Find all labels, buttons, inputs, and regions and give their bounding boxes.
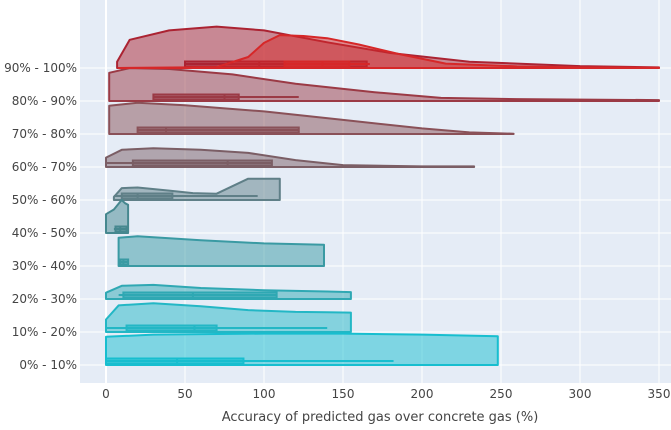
x-tick-label: 0 — [102, 387, 110, 401]
box-iqr — [283, 60, 351, 68]
box-iqr — [122, 291, 278, 299]
y-axis-ticks: 0% - 10% 10% - 20% 20% - 30% 30% - 40% 40% -… — [4, 61, 77, 372]
y-tick-label: 20% - 30% — [12, 292, 77, 306]
y-tick-label: 40% - 50% — [12, 226, 77, 240]
y-tick-label: 90% - 100% — [4, 61, 77, 75]
box-iqr — [125, 324, 218, 332]
x-tick-label: 100 — [253, 387, 276, 401]
y-tick-label: 0% - 10% — [19, 358, 77, 372]
y-tick-label: 70% - 80% — [12, 127, 77, 141]
violin-0-10-[interactable] — [105, 332, 499, 366]
box-iqr — [120, 192, 174, 200]
x-axis-title: Accuracy of predicted gas over concrete … — [222, 410, 539, 425]
x-tick-label: 150 — [332, 387, 355, 401]
x-tick-label: 250 — [490, 387, 513, 401]
y-tick-label: 60% - 70% — [12, 160, 77, 174]
y-tick-label: 80% - 90% — [12, 94, 77, 108]
x-axis-ticks: 0 50 100 150 200 250 300 350 — [102, 387, 670, 401]
x-tick-label: 50 — [177, 387, 192, 401]
box-iqr — [105, 357, 245, 365]
x-tick-label: 200 — [411, 387, 434, 401]
box-iqr — [152, 93, 240, 101]
y-tick-label: 50% - 60% — [12, 193, 77, 207]
y-tick-label: 10% - 20% — [12, 325, 77, 339]
violin-30-40-[interactable] — [117, 235, 325, 267]
violins — [105, 25, 660, 366]
violin-40-50-[interactable] — [105, 199, 130, 234]
x-tick-label: 350 — [648, 387, 671, 401]
x-tick-label: 300 — [569, 387, 592, 401]
box-iqr — [136, 126, 300, 134]
box-iqr — [131, 159, 273, 167]
violin-70-80-[interactable] — [108, 101, 515, 135]
y-tick-label: 30% - 40% — [12, 259, 77, 273]
violin-top-overlay[interactable] — [117, 34, 660, 69]
